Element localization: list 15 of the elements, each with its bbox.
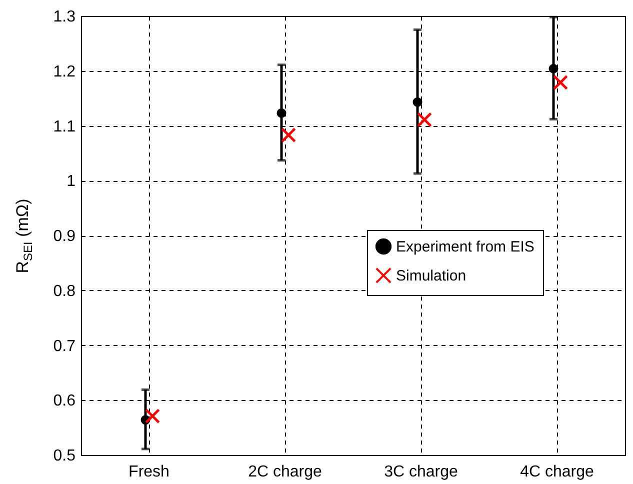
y-tick-label: 1.1 xyxy=(53,118,76,136)
legend-label: Simulation xyxy=(396,268,466,284)
x-tick-label: 4C charge xyxy=(520,464,594,480)
y-tick-label: 1 xyxy=(66,173,76,190)
x-tick-label: 3C charge xyxy=(384,464,458,480)
y-tick-label: 0.9 xyxy=(53,228,76,245)
y-tick-label: 0.8 xyxy=(53,282,76,300)
y-tick-label: 1.2 xyxy=(53,63,76,80)
legend-label: Experiment from EIS xyxy=(396,238,534,256)
x-tick-label: 2C charge xyxy=(248,464,322,480)
y-tick-label: 1.3 xyxy=(53,8,76,26)
x-tick-label: Fresh xyxy=(128,464,170,480)
y-tick-label: 0.5 xyxy=(53,448,76,464)
y-tick-label: 0.7 xyxy=(53,338,76,355)
y-tick-label: 0.6 xyxy=(53,392,76,410)
